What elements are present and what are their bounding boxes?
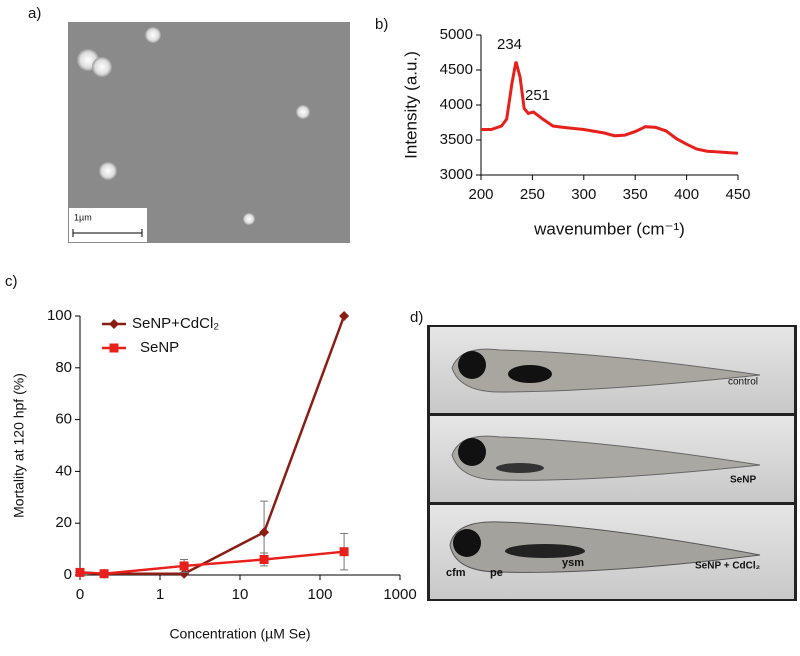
legend-label: SeNP: [140, 339, 179, 356]
x-tick-label: 0: [76, 586, 84, 603]
marker: [99, 569, 109, 579]
x-tick-label: 300: [571, 186, 596, 203]
x-tick-label: 1: [156, 586, 164, 603]
data-line: [79, 315, 346, 575]
y-tick-label: 4000: [440, 96, 473, 113]
x-tick-label: 250: [520, 186, 545, 203]
x-tick-label: 450: [725, 186, 750, 203]
annotation: pe: [490, 567, 503, 579]
x-tick-label: 400: [674, 186, 699, 203]
marker: [339, 547, 349, 557]
marker: [339, 311, 350, 321]
x-tick-label: 100: [307, 586, 332, 603]
sem-image: [68, 22, 350, 243]
y-tick-label: 60: [55, 411, 72, 428]
panel-label: a): [28, 5, 41, 22]
x-tick-label: 1000: [383, 586, 416, 603]
panel-label: d): [410, 309, 423, 326]
annotation: cfm: [446, 567, 466, 579]
y-tick-label: 0: [64, 566, 72, 583]
data-line: [481, 61, 739, 155]
marker: [75, 567, 85, 577]
y-tick-label: 5000: [440, 26, 473, 43]
panel-label: c): [5, 273, 18, 290]
annotation: ysm: [562, 557, 584, 569]
y-tick-label: 4500: [440, 61, 473, 78]
legend-label: SeNP+CdCl₂: [132, 315, 219, 332]
x-axis-label: Concentration (µM Se): [169, 626, 310, 642]
peak-annotation: 234: [497, 36, 522, 53]
panel-label: b): [375, 16, 388, 33]
image-label: SeNP: [730, 475, 756, 486]
marker: [259, 527, 270, 538]
x-axis-label: wavenumber (cm⁻¹): [533, 219, 685, 238]
y-axis-label: Mortality at 120 hpf (%): [11, 373, 27, 518]
y-tick-label: 3000: [440, 166, 473, 183]
x-tick-label: 10: [232, 586, 249, 603]
y-tick-label: 80: [55, 359, 72, 376]
data-line: [79, 550, 345, 575]
image-label: control: [728, 377, 758, 388]
marker: [109, 319, 119, 329]
y-tick-label: 100: [47, 307, 72, 324]
y-tick-label: 40: [55, 462, 72, 479]
marker: [109, 343, 119, 353]
marker: [259, 554, 269, 564]
image-label: SeNP + CdCl₂: [695, 561, 760, 572]
y-tick-label: 3500: [440, 131, 473, 148]
peak-annotation: 251: [525, 87, 550, 104]
x-tick-label: 200: [468, 186, 493, 203]
y-tick-label: 20: [55, 514, 72, 531]
fish-images: [427, 325, 797, 601]
scale-bar-label: 1µm: [74, 212, 92, 222]
marker: [179, 568, 190, 579]
y-axis-label: Intensity (a.u.): [401, 51, 420, 159]
marker: [179, 561, 189, 571]
x-tick-label: 350: [623, 186, 648, 203]
